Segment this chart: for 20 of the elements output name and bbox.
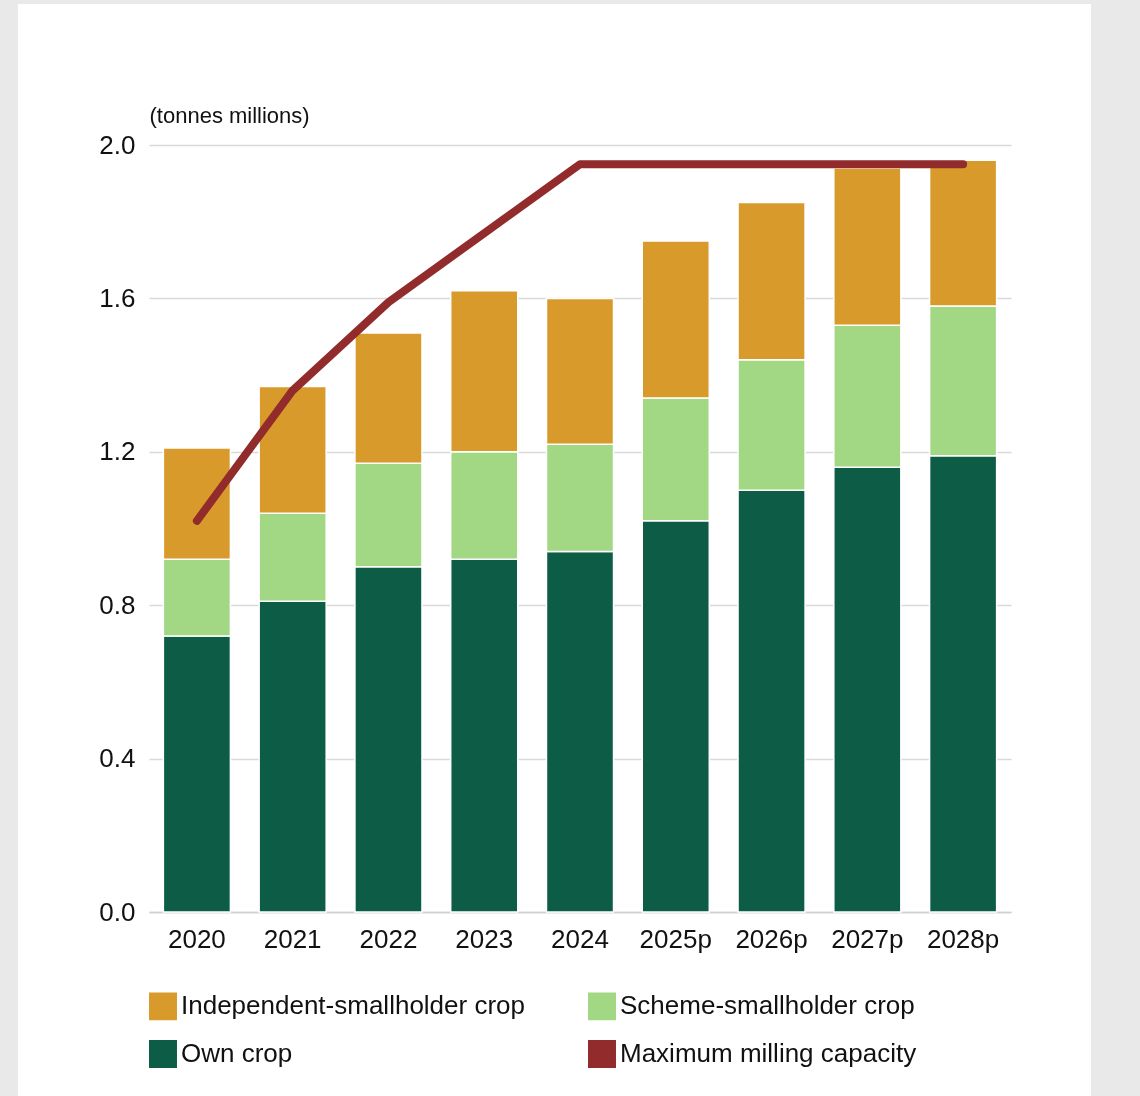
legend-label: Scheme-smallholder crop bbox=[620, 990, 915, 1021]
x-tick-label: 2024 bbox=[551, 923, 609, 954]
y-tick-label: 2.0 bbox=[99, 129, 136, 160]
x-tick-label: 2027p bbox=[831, 923, 904, 954]
x-tick-label: 2021 bbox=[263, 923, 322, 954]
legend-label: Own crop bbox=[181, 1038, 293, 1068]
legend-label: Independent-smallholder crop bbox=[181, 990, 525, 1021]
y-tick-label: 1.6 bbox=[99, 282, 136, 313]
x-tick-label: 2023 bbox=[455, 923, 514, 954]
x-tick-label: 2028p bbox=[926, 923, 1000, 954]
y-tick-label: 0.4 bbox=[99, 743, 136, 774]
y-tick-label: 1.2 bbox=[99, 436, 136, 467]
y-tick-label: 0.0 bbox=[99, 896, 136, 927]
y-axis-title: (tonnes millions) bbox=[149, 102, 310, 128]
x-tick-label: 2022 bbox=[359, 923, 418, 954]
y-tick-label: 0.8 bbox=[99, 589, 136, 620]
x-tick-label: 2025p bbox=[639, 923, 712, 954]
x-tick-label: 2026p bbox=[735, 923, 808, 954]
x-tick-label: 2020 bbox=[167, 923, 226, 954]
legend-label: Maximum milling capacity bbox=[620, 1038, 917, 1068]
